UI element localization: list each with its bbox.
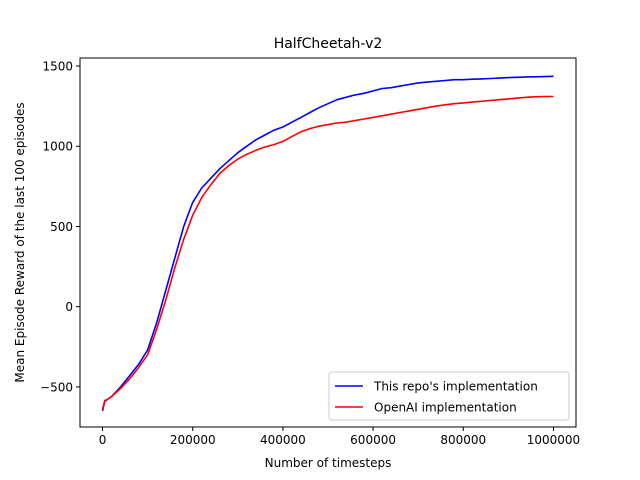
- legend-box: [328, 371, 570, 421]
- legend: This repo's implementation OpenAI impleme…: [328, 371, 570, 421]
- x-axis-ticks: 0 200000 400000 600000 800000 1000000: [99, 427, 580, 447]
- legend-label-0: This repo's implementation: [373, 380, 538, 394]
- x-tick-label: 0: [99, 433, 107, 447]
- x-tick-label: 800000: [440, 433, 486, 447]
- x-tick-label: 200000: [170, 433, 216, 447]
- y-tick-label: 0: [65, 300, 73, 314]
- y-tick-label: 500: [50, 220, 73, 234]
- y-tick-label: −500: [40, 380, 73, 394]
- x-tick-label: 400000: [260, 433, 306, 447]
- series-line-1: [101, 95, 554, 410]
- y-tick-label: 1000: [42, 140, 73, 154]
- series-line-0: [101, 75, 554, 412]
- x-tick-label: 600000: [350, 433, 396, 447]
- y-tick-label: 1500: [42, 60, 73, 74]
- y-axis-label: Mean Episode Reward of the last 100 epis…: [13, 102, 27, 382]
- plot-layer: [101, 75, 554, 412]
- chart-title: HalfCheetah-v2: [274, 36, 383, 52]
- x-tick-label: 1000000: [527, 433, 580, 447]
- x-axis-label: Number of timesteps: [265, 456, 392, 470]
- y-axis-ticks: −500 0 500 1000 1500: [40, 60, 80, 394]
- axes-frame: [79, 57, 577, 428]
- legend-label-1: OpenAI implementation: [374, 401, 517, 415]
